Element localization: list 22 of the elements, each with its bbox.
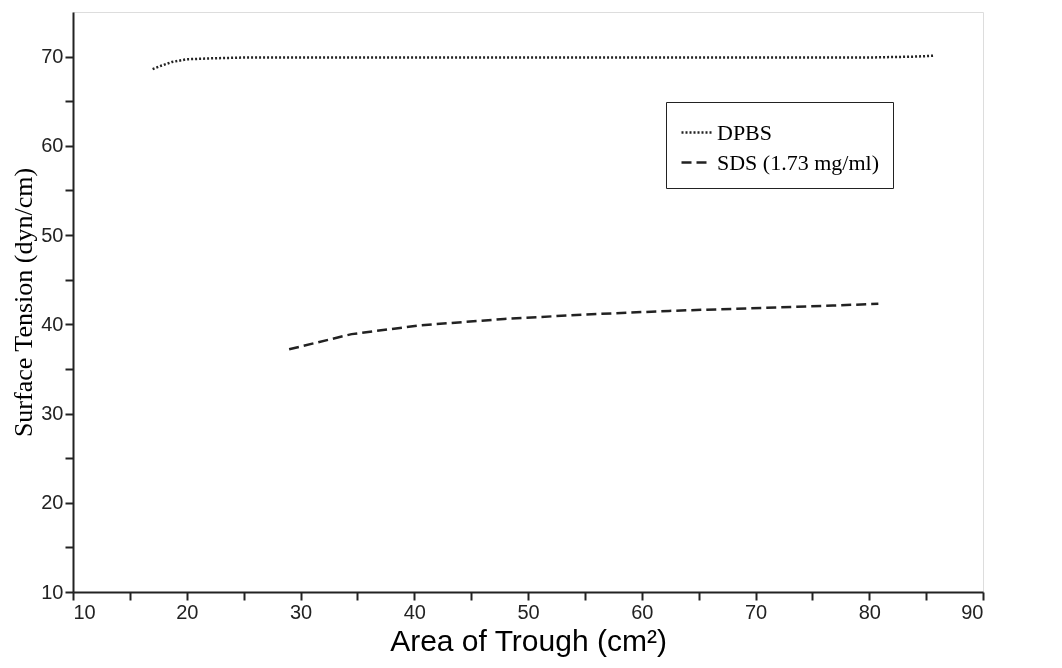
x-tick-label: 50: [517, 600, 540, 623]
x-tick-label: 90: [961, 600, 984, 623]
line-series: [287, 302, 880, 351]
y-tick-label: 50: [41, 223, 64, 246]
x-tick-label: 80: [858, 600, 881, 623]
legend-label: SDS (1.73 mg/ml): [717, 149, 879, 175]
y-tick-label: 40: [41, 312, 64, 335]
x-tick-label: 20: [176, 600, 199, 623]
x-tick-label: 30: [289, 600, 313, 623]
y-tick-label: 10: [41, 580, 64, 603]
x-tick-label: 60: [631, 600, 654, 623]
x-axis-title: Area of Trough (cm²): [390, 623, 667, 657]
line-series: [151, 54, 936, 71]
x-tick-label: 10: [73, 600, 96, 623]
y-tick-label: 60: [41, 134, 64, 157]
y-axis-title: Surface Tension (dyn/cm): [9, 167, 39, 438]
y-tick-label: 20: [41, 491, 64, 514]
y-tick-label: 70: [41, 45, 64, 68]
x-tick-label: 40: [403, 600, 426, 623]
legend-label: DPBS: [717, 119, 773, 145]
y-tick-label: 30: [41, 402, 64, 425]
x-tick-label: 70: [744, 600, 768, 623]
